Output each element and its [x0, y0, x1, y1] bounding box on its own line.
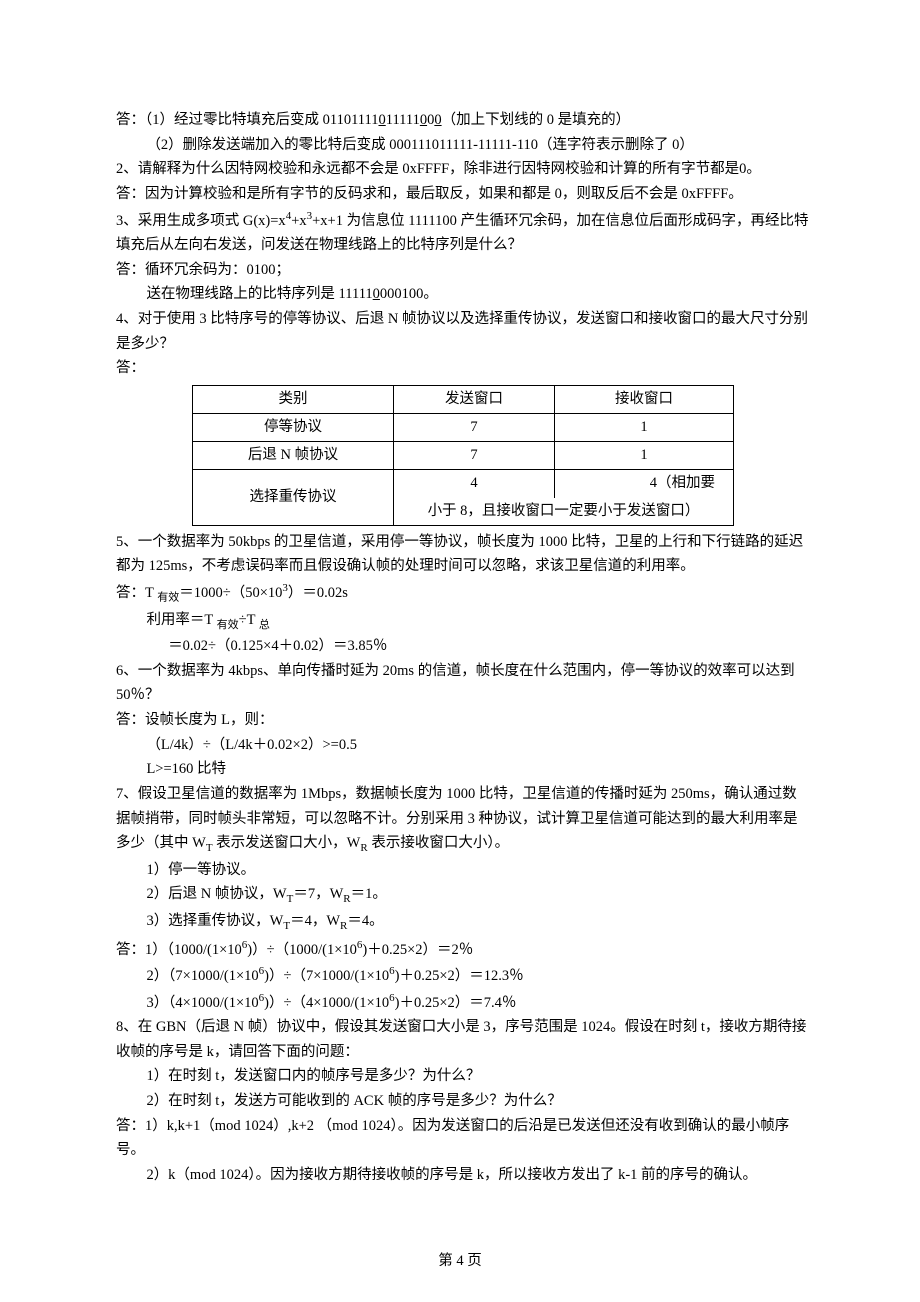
table-row: 后退 N 帧协议 7 1 [193, 442, 734, 470]
table-cell: 选择重传协议 [193, 470, 394, 525]
text: )）÷（1000/(1×10 [247, 941, 357, 957]
answer-1-line-2: （2）删除发送端加入的零比特后变成 000111011111-11111-110… [116, 133, 810, 158]
table-cell: 7 [394, 414, 555, 442]
table-cell: 1 [555, 442, 734, 470]
text: 答：（1）经过零比特填充后变成 01101111 [116, 112, 378, 128]
question-7-item-3: 3）选择重传协议，WT＝4，WR＝4。 [116, 909, 810, 936]
text: ＝1000÷（50×10 [179, 585, 282, 601]
text: 3）（4×1000/(1×10 [146, 994, 258, 1010]
text: 送在物理线路上的比特序列是 11111 [146, 286, 372, 302]
table-cell: 7 [394, 442, 555, 470]
text: )）÷（7×1000/(1×10 [264, 968, 389, 984]
page-footer: 第 4 页 [0, 1249, 920, 1274]
answer-8-line-1: 答：1）k,k+1（mod 1024）,k+2 （mod 1024）。因为发送窗… [116, 1114, 810, 1163]
table-row: 选择重传协议 4 4（相加要 [193, 470, 734, 498]
table-cell: 4 [394, 470, 555, 498]
answer-5-line-3: ＝0.02÷（0.125×4＋0.02）＝3.85％ [116, 634, 810, 659]
text: 000100。 [380, 286, 438, 302]
answer-2: 答：因为计算校验和是所有字节的反码求和，最后取反，如果和都是 0，则取反后不会是… [116, 182, 810, 207]
text: 3、采用生成多项式 G(x)=x [116, 212, 286, 228]
text: 答：1）（1000/(1×10 [116, 941, 242, 957]
text: 表示接收窗口大小）。 [368, 835, 509, 851]
subscript: T [206, 842, 213, 854]
answer-8-line-2: 2）k（mod 1024）。因为接收方期待接收帧的序号是 k，所以接收方发出了 … [116, 1163, 810, 1188]
text: ＝4，W [290, 913, 340, 929]
text: )）÷（4×1000/(1×10 [264, 994, 389, 1010]
question-7-item-1: 1）停一等协议。 [116, 858, 810, 883]
text: 11111 [386, 112, 420, 128]
text: 2）（7×1000/(1×10 [146, 968, 258, 984]
text: 2）后退 N 帧协议，W [146, 886, 286, 902]
protocol-table: 类别 发送窗口 接收窗口 停等协议 7 1 后退 N 帧协议 7 1 选择重传协… [192, 385, 734, 526]
table-cell: 4（相加要 [555, 470, 734, 498]
answer-4-label: 答： [116, 356, 810, 381]
question-5: 5、一个数据率为 50kbps 的卫星信道，采用停一等协议，帧长度为 1000 … [116, 530, 810, 579]
table-row: 停等协议 7 1 [193, 414, 734, 442]
text: ＝7，W [293, 886, 343, 902]
table-cell: 后退 N 帧协议 [193, 442, 394, 470]
text: ＝4。 [347, 913, 383, 929]
table-header: 类别 [193, 385, 394, 413]
question-6: 6、一个数据率为 4kbps、单向传播时延为 20ms 的信道，帧长度在什么范围… [116, 659, 810, 708]
question-2: 2、请解释为什么因特网校验和永远都不会是 0xFFFF，除非进行因特网校验和计算… [116, 157, 810, 182]
subscript: 有效 [157, 592, 179, 604]
text: （加上下划线的 0 是填充的） [442, 112, 631, 128]
text: ÷T [239, 612, 259, 628]
text: +x [291, 212, 306, 228]
text: ）＝0.02s [288, 585, 348, 601]
text: 3）选择重传协议，W [146, 913, 283, 929]
question-8-item-2: 2）在时刻 t，发送方可能收到的 ACK 帧的序号是多少？为什么？ [116, 1089, 810, 1114]
question-4: 4、对于使用 3 比特序号的停等协议、后退 N 帧协议以及选择重传协议，发送窗口… [116, 307, 810, 356]
table-cell: 小于 8，且接收窗口一定要小于发送窗口） [394, 498, 734, 526]
answer-6-line-3: L>=160 比特 [116, 757, 810, 782]
page: 答：（1）经过零比特填充后变成 01101111011111000（加上下划线的… [0, 0, 920, 1302]
answer-5-line-2: 利用率＝T 有效÷T 总 [116, 608, 810, 635]
subscript: R [360, 842, 367, 854]
table-cell: 停等协议 [193, 414, 394, 442]
answer-7-line-1: 答：1）（1000/(1×106)）÷（1000/(1×106)＋0.25×2）… [116, 936, 810, 962]
table-header: 接收窗口 [555, 385, 734, 413]
subscript: 有效 [217, 618, 239, 630]
table-header: 发送窗口 [394, 385, 555, 413]
text: 表示发送窗口大小，W [213, 835, 361, 851]
answer-5-line-1: 答：T 有效＝1000÷（50×103）＝0.02s [116, 579, 810, 607]
table-row: 类别 发送窗口 接收窗口 [193, 385, 734, 413]
question-7: 7、假设卫星信道的数据率为 1Mbps，数据帧长度为 1000 比特，卫星信道的… [116, 782, 810, 858]
question-7-item-2: 2）后退 N 帧协议，WT＝7，WR＝1。 [116, 882, 810, 909]
question-8-item-1: 1）在时刻 t，发送窗口内的帧序号是多少？为什么？ [116, 1064, 810, 1089]
subscript: 总 [259, 618, 270, 630]
answer-7-line-2: 2）（7×1000/(1×106)）÷（7×1000/(1×106)＋0.25×… [116, 962, 810, 988]
underline: 0 [378, 112, 385, 128]
answer-7-line-3: 3）（4×1000/(1×106)）÷（4×1000/(1×106)＋0.25×… [116, 989, 810, 1015]
text: ＝1。 [351, 886, 387, 902]
subscript: R [343, 893, 350, 905]
question-8: 8、在 GBN（后退 N 帧）协议中，假设其发送窗口大小是 3，序号范围是 10… [116, 1015, 810, 1064]
answer-3-line-1: 答：循环冗余码为：0100； [116, 258, 810, 283]
text: )＋0.25×2）＝7.4％ [395, 994, 517, 1010]
text: )＋0.25×2）＝12.3％ [395, 968, 524, 984]
text: 利用率＝T [146, 612, 216, 628]
underline: 0 [373, 286, 380, 302]
underline: 0 [434, 112, 441, 128]
text: )＋0.25×2）＝2％ [362, 941, 473, 957]
underline: 0 [420, 112, 427, 128]
answer-3-line-2: 送在物理线路上的比特序列是 111110000100。 [116, 282, 810, 307]
text: 答：T [116, 585, 157, 601]
answer-1-line-1: 答：（1）经过零比特填充后变成 01101111011111000（加上下划线的… [116, 108, 810, 133]
answer-6-line-2: （L/4k）÷（L/4k＋0.02×2）>=0.5 [116, 733, 810, 758]
question-3: 3、采用生成多项式 G(x)=x4+x3+x+1 为信息位 1111100 产生… [116, 207, 810, 258]
answer-6-line-1: 答：设帧长度为 L，则： [116, 708, 810, 733]
table-cell: 1 [555, 414, 734, 442]
